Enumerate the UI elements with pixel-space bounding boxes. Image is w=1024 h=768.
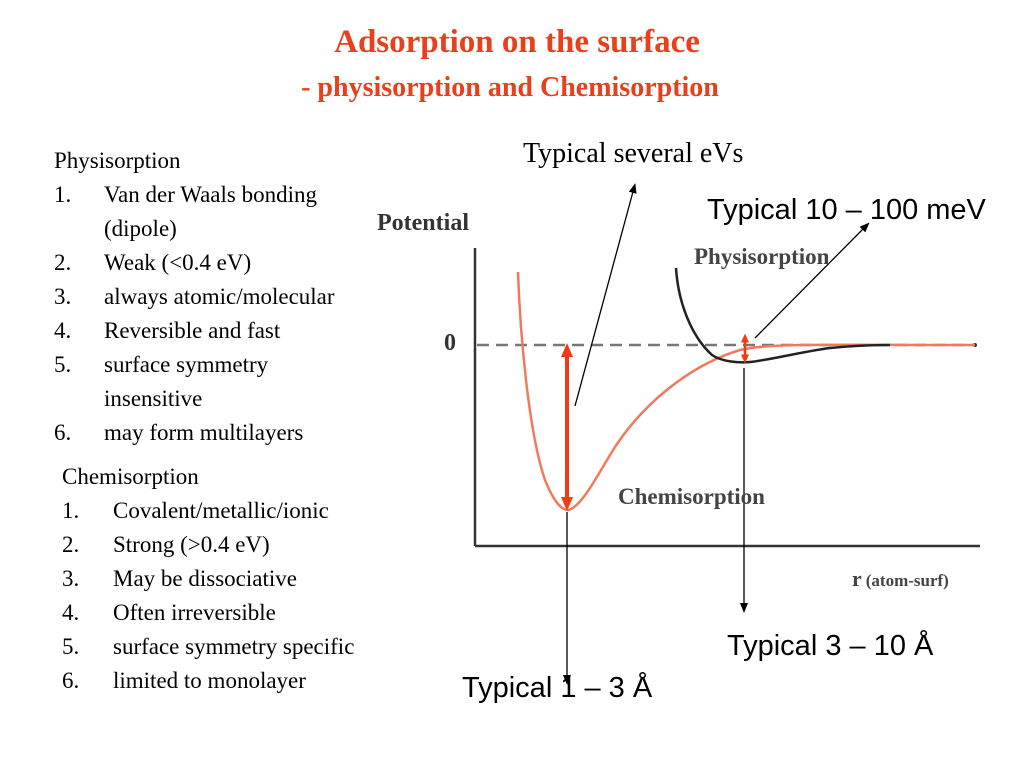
physisorption-curve xyxy=(674,267,891,364)
list-item: 5. surface symmetry insensitive xyxy=(54,348,335,416)
slide-subtitle: - physisorption and Chemisorption xyxy=(301,72,719,103)
y-axis-label: Potential xyxy=(377,210,469,236)
list-item: 5. surface symmetry specific xyxy=(62,630,354,664)
item-text: Weak (<0.4 eV) xyxy=(104,250,252,275)
item-text: Often irreversible xyxy=(113,600,276,625)
physisorption-curve-label: Physisorption xyxy=(694,244,830,269)
slide-title: Adsorption on the surface xyxy=(334,24,700,60)
chem-depth-pointer xyxy=(574,183,637,407)
item-number: 3. xyxy=(62,566,80,591)
phys-depth-pointer xyxy=(754,222,870,339)
list-item: 3. May be dissociative xyxy=(62,562,354,596)
item-text: Strong (>0.4 eV) xyxy=(113,532,270,557)
item-text: Covalent/metallic/ionic xyxy=(113,498,329,523)
list-item: 4. Reversible and fast xyxy=(54,314,335,348)
item-number: 1. xyxy=(62,498,80,523)
item-number: 2. xyxy=(54,250,72,275)
item-number: 3. xyxy=(54,284,72,309)
item-text: surface symmetry insensitive xyxy=(104,352,269,411)
chemisorption-curve-label: Chemisorption xyxy=(618,484,765,509)
item-number: 5. xyxy=(62,634,80,659)
phys-depth-annotation: Typical 10 – 100 meV xyxy=(707,194,986,226)
chemisorption-list: Chemisorption 1. Covalent/metallic/ionic … xyxy=(62,460,354,698)
list-item: 6. may form multilayers xyxy=(54,416,335,450)
item-number: 1. xyxy=(54,182,72,207)
chemisorption-curve xyxy=(516,271,976,512)
list-item: 1. Van der Waals bonding (dipole) xyxy=(54,178,335,246)
item-text: Reversible and fast xyxy=(104,318,281,343)
item-number: 6. xyxy=(62,668,80,693)
item-text: may form multilayers xyxy=(104,420,304,445)
x-axis-label: r (atom-surf) xyxy=(852,566,949,591)
item-text: surface symmetry specific xyxy=(113,634,355,659)
chem-distance-annotation: Typical 1 – 3 Å xyxy=(462,672,653,704)
list-item: 3. always atomic/molecular xyxy=(54,280,335,314)
physisorption-list: Physisorption 1. Van der Waals bonding (d… xyxy=(54,144,335,450)
physisorption-heading: Physisorption xyxy=(54,148,181,173)
item-number: 4. xyxy=(62,600,80,625)
list-item: 6. limited to monolayer xyxy=(62,664,354,698)
chem-depth-annotation: Typical several eVs xyxy=(523,138,744,169)
item-number: 2. xyxy=(62,532,80,557)
item-number: 4. xyxy=(54,318,72,343)
item-text: May be dissociative xyxy=(113,566,297,591)
item-text: Van der Waals bonding (dipole) xyxy=(104,182,317,241)
item-text: always atomic/molecular xyxy=(104,284,335,309)
chemisorption-heading: Chemisorption xyxy=(62,464,199,489)
list-item: 2. Weak (<0.4 eV) xyxy=(54,246,335,280)
item-number: 5. xyxy=(54,352,72,377)
phys-distance-annotation: Typical 3 – 10 Å xyxy=(727,630,934,662)
item-text: limited to monolayer xyxy=(113,668,306,693)
list-item: 4. Often irreversible xyxy=(62,596,354,630)
list-item: 2. Strong (>0.4 eV) xyxy=(62,528,354,562)
zero-label: 0 xyxy=(444,330,456,356)
list-item: 1. Covalent/metallic/ionic xyxy=(62,494,354,528)
item-number: 6. xyxy=(54,420,72,445)
